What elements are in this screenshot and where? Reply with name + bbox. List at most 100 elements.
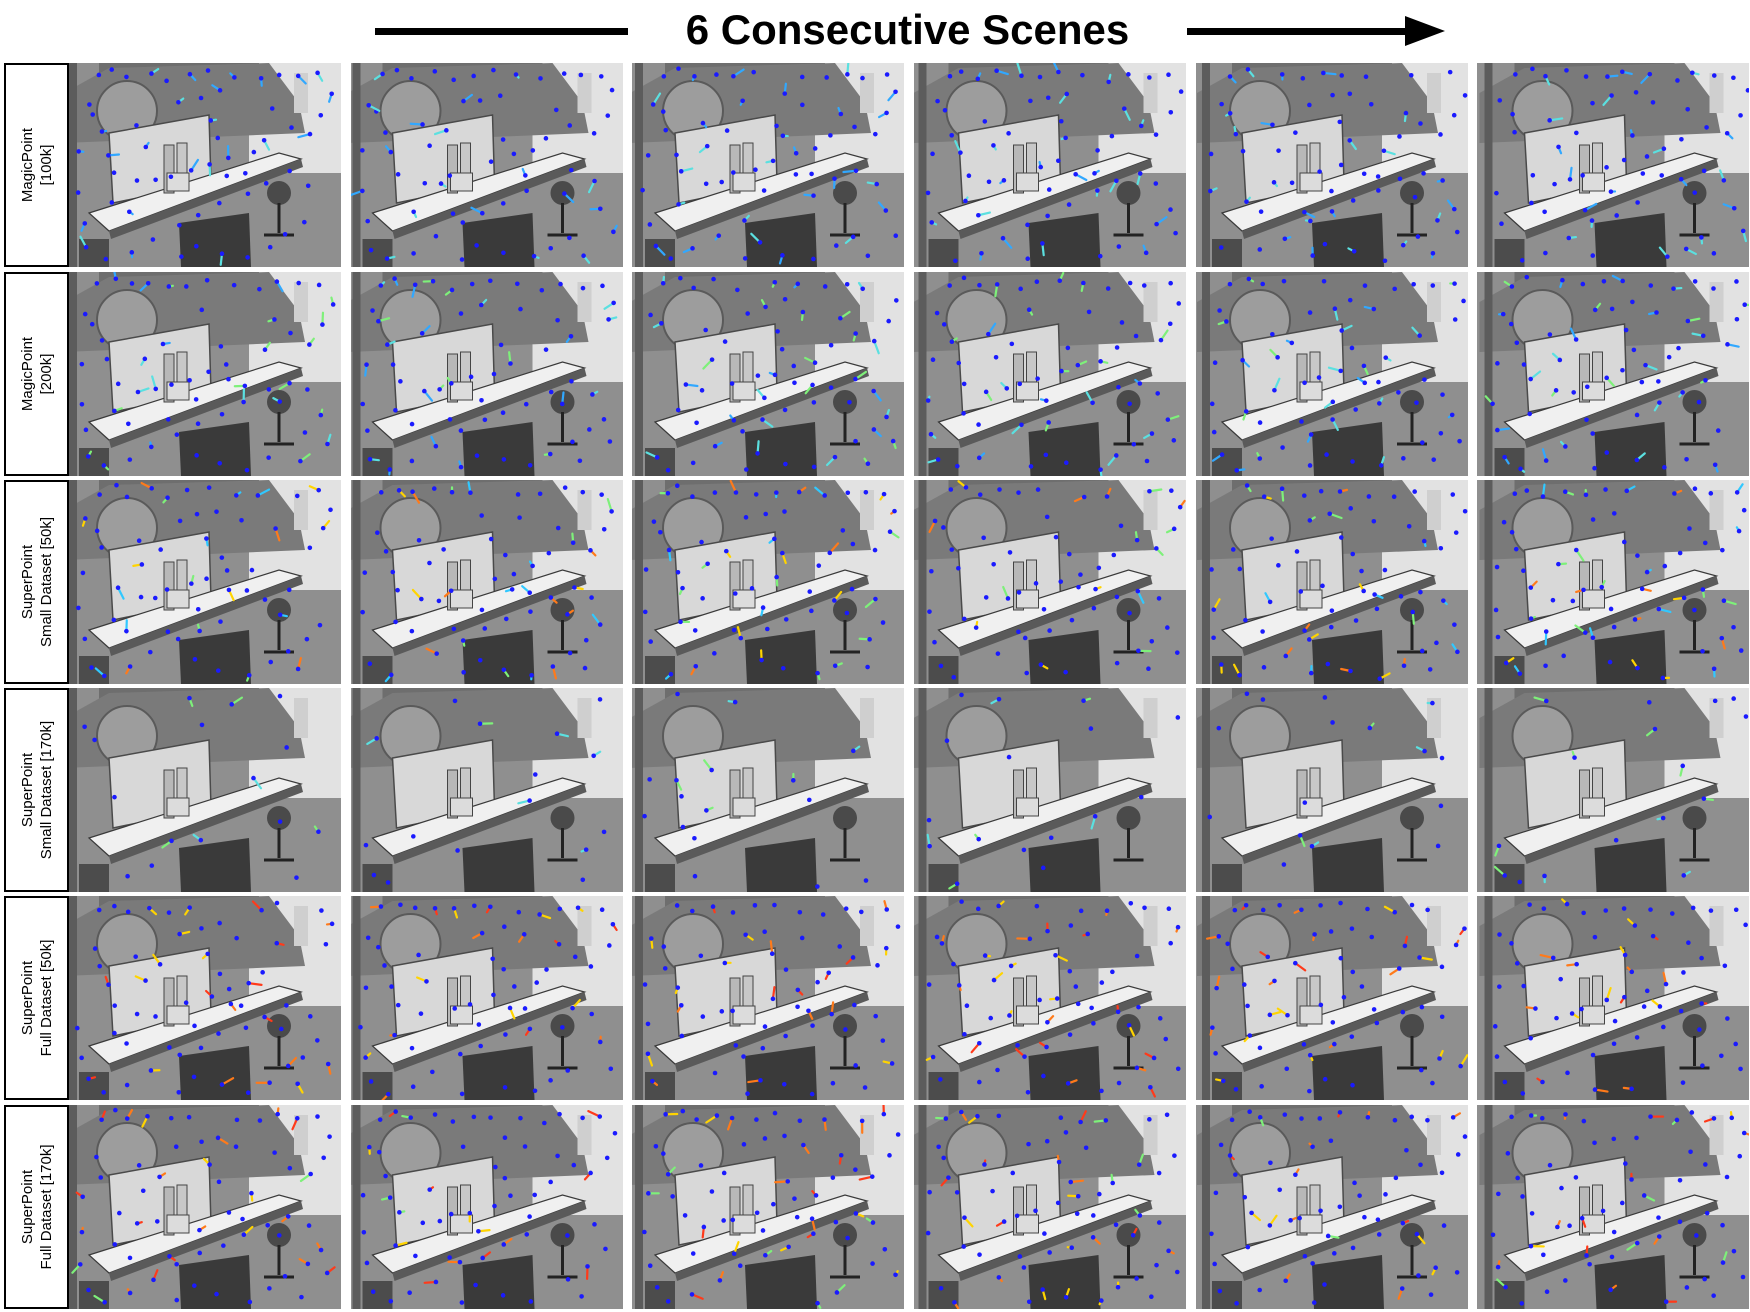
scene-image bbox=[914, 480, 1186, 684]
scene-frame bbox=[69, 896, 341, 1100]
scene-frame bbox=[914, 688, 1186, 892]
scene-frame bbox=[914, 480, 1186, 684]
scene-frame bbox=[1477, 896, 1749, 1100]
scene-image bbox=[632, 63, 904, 267]
scene-frame bbox=[351, 63, 623, 267]
row-label-line1: SuperPoint bbox=[18, 960, 36, 1036]
scene-image bbox=[914, 688, 1186, 892]
row-label-box: SuperPoint Small Dataset [50k] bbox=[4, 480, 69, 684]
row-label-line2: Small Dataset [50k] bbox=[37, 516, 55, 648]
scene-image bbox=[914, 63, 1186, 267]
model-row: SuperPoint Small Dataset [170k] bbox=[0, 688, 1750, 892]
scene-frame bbox=[914, 272, 1186, 476]
scene-image bbox=[69, 63, 341, 267]
model-row: MagicPoint [100k] bbox=[0, 63, 1750, 267]
scene-image bbox=[632, 272, 904, 476]
scene-frame bbox=[914, 1105, 1186, 1309]
model-row: SuperPoint Small Dataset [50k] bbox=[0, 480, 1750, 684]
scene-frame bbox=[914, 896, 1186, 1100]
row-label-line2: Full Dataset [50k] bbox=[37, 939, 55, 1057]
scene-image bbox=[914, 1105, 1186, 1309]
row-label-line2: [100k] bbox=[37, 144, 55, 186]
row-label-line2: Small Dataset [170k] bbox=[37, 720, 55, 860]
scene-image bbox=[632, 1105, 904, 1309]
scene-image bbox=[1477, 480, 1749, 684]
scene-frame bbox=[1196, 1105, 1468, 1309]
row-label-box: SuperPoint Full Dataset [50k] bbox=[4, 896, 69, 1100]
scene-frame bbox=[1196, 688, 1468, 892]
scene-frame bbox=[351, 688, 623, 892]
scene-frame bbox=[351, 272, 623, 476]
scene-image bbox=[69, 480, 341, 684]
scene-image bbox=[632, 688, 904, 892]
scene-frame bbox=[351, 1105, 623, 1309]
model-row: MagicPoint [200k] bbox=[0, 272, 1750, 476]
scene-frame bbox=[351, 480, 623, 684]
scene-image bbox=[351, 1105, 623, 1309]
scene-frame bbox=[632, 480, 904, 684]
scene-image bbox=[632, 896, 904, 1100]
scene-image bbox=[351, 688, 623, 892]
scene-image bbox=[1477, 1105, 1749, 1309]
scene-frame bbox=[1196, 896, 1468, 1100]
scene-frame bbox=[69, 1105, 341, 1309]
scene-frame bbox=[69, 272, 341, 476]
scene-frame bbox=[632, 1105, 904, 1309]
scene-image bbox=[351, 896, 623, 1100]
scene-frame bbox=[1477, 480, 1749, 684]
row-label-line2: Full Dataset [170k] bbox=[37, 1144, 55, 1270]
scene-image bbox=[1477, 688, 1749, 892]
scene-image bbox=[69, 272, 341, 476]
scene-image bbox=[351, 480, 623, 684]
row-label-line2: [200k] bbox=[37, 353, 55, 395]
scene-frame bbox=[1477, 1105, 1749, 1309]
scene-frame bbox=[69, 480, 341, 684]
model-row: SuperPoint Full Dataset [170k] bbox=[0, 1105, 1750, 1309]
scene-image bbox=[351, 63, 623, 267]
scene-frame bbox=[632, 63, 904, 267]
row-label-line1: MagicPoint bbox=[18, 336, 36, 412]
scene-image bbox=[1196, 63, 1468, 267]
scene-image bbox=[1477, 896, 1749, 1100]
scene-frame bbox=[1196, 272, 1468, 476]
scene-frame bbox=[1196, 63, 1468, 267]
row-label-box: MagicPoint [200k] bbox=[4, 272, 69, 476]
figure-header: 6 Consecutive Scenes bbox=[0, 0, 1750, 60]
scene-image bbox=[1477, 63, 1749, 267]
scene-image bbox=[1196, 1105, 1468, 1309]
row-label-line1: SuperPoint bbox=[18, 752, 36, 828]
scene-frame bbox=[1477, 688, 1749, 892]
scene-frame bbox=[1477, 272, 1749, 476]
scene-image bbox=[914, 272, 1186, 476]
scene-image bbox=[1477, 272, 1749, 476]
scene-image bbox=[69, 896, 341, 1100]
left-arrow-shaft bbox=[375, 28, 628, 35]
figure-title: 6 Consecutive Scenes bbox=[685, 6, 1130, 53]
scene-frame bbox=[1477, 63, 1749, 267]
row-label-line1: SuperPoint bbox=[18, 1169, 36, 1245]
model-row: SuperPoint Full Dataset [50k] bbox=[0, 896, 1750, 1100]
scene-frame bbox=[914, 63, 1186, 267]
scene-image bbox=[632, 480, 904, 684]
scene-image bbox=[69, 1105, 341, 1309]
row-label-box: SuperPoint Small Dataset [170k] bbox=[4, 688, 69, 892]
scene-frame bbox=[1196, 480, 1468, 684]
arrow-head-icon bbox=[1405, 16, 1445, 46]
scene-frame bbox=[69, 688, 341, 892]
scene-frame bbox=[632, 896, 904, 1100]
scene-image bbox=[1196, 480, 1468, 684]
scene-frame bbox=[351, 896, 623, 1100]
right-arrow-shaft bbox=[1187, 28, 1407, 35]
scene-image bbox=[69, 688, 341, 892]
scene-image bbox=[1196, 896, 1468, 1100]
row-label-line1: SuperPoint bbox=[18, 544, 36, 620]
scene-image bbox=[1196, 272, 1468, 476]
scene-frame bbox=[69, 63, 341, 267]
scene-image bbox=[914, 896, 1186, 1100]
scene-frame bbox=[632, 688, 904, 892]
scene-frame bbox=[632, 272, 904, 476]
scene-image bbox=[1196, 688, 1468, 892]
scene-image bbox=[351, 272, 623, 476]
row-label-box: MagicPoint [100k] bbox=[4, 63, 69, 267]
row-label-line1: MagicPoint bbox=[18, 127, 36, 203]
